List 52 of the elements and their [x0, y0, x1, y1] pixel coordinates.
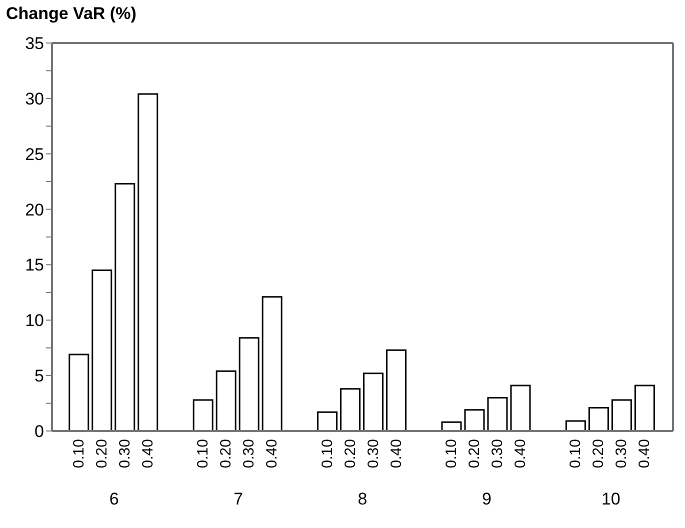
bar: [68, 354, 90, 431]
y-tick-label: 25: [25, 144, 44, 164]
bar: [192, 399, 214, 431]
bar: [216, 370, 236, 431]
y-axis-title: Change VaR (%): [6, 4, 136, 24]
text: 0.20: [466, 439, 483, 468]
y-tick-label: 30: [25, 89, 44, 108]
y-tick-label: 35: [25, 34, 44, 54]
text: 0.10: [567, 439, 584, 468]
y-tick-label: 0: [34, 422, 44, 442]
bar: [340, 388, 361, 431]
text: 0.20: [590, 439, 608, 468]
text: 0.20: [93, 439, 110, 468]
bar: [262, 296, 282, 431]
text: 0.30: [613, 439, 630, 468]
text: 0.10: [194, 439, 212, 468]
text: 0.30: [116, 439, 134, 468]
y-tick-label: 15: [25, 256, 44, 275]
bar: [138, 93, 158, 431]
bar: [386, 349, 407, 431]
y-tick-label: 10: [25, 311, 44, 330]
bar: [611, 399, 632, 431]
text: 0.30: [488, 439, 506, 468]
text: 0.10: [318, 439, 336, 468]
x-tick-label: 8: [358, 490, 368, 508]
bar: [114, 183, 136, 431]
text: 0.20: [342, 439, 359, 468]
bar: [317, 411, 338, 431]
text: 0.40: [636, 439, 654, 468]
text: 0.40: [264, 439, 281, 468]
x-tick-label: 9: [482, 490, 492, 508]
y-tick-label: 20: [25, 200, 44, 220]
text: 0.30: [364, 439, 382, 468]
x-tick-label: 7: [234, 490, 244, 508]
bar: [92, 270, 112, 431]
bar: [510, 384, 531, 431]
bar: [464, 409, 485, 431]
bar: [363, 372, 384, 431]
x-tick-label: 6: [109, 490, 119, 508]
text: 0.40: [139, 439, 156, 468]
text: 0.10: [442, 439, 460, 468]
text: 0.20: [218, 439, 235, 468]
text: 0.40: [512, 439, 529, 468]
bar: [238, 337, 260, 431]
bar: [634, 384, 655, 431]
text: 0.10: [70, 439, 88, 468]
bar: [588, 406, 609, 431]
y-tick-label: 5: [34, 366, 44, 386]
x-tick-label: 10: [601, 490, 620, 508]
bar: [487, 396, 508, 431]
text: 0.40: [388, 439, 405, 468]
text: 0.30: [240, 439, 258, 468]
